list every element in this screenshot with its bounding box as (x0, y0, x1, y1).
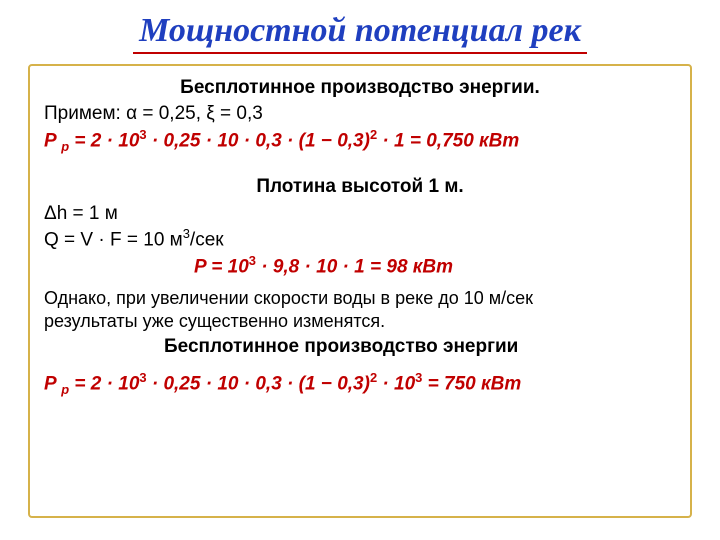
slide: Мощностной потенциал рек Бесплотинное пр… (0, 12, 720, 540)
f3-b3: · 10 (377, 373, 415, 394)
formula-2: P = 103 · 9,8 · 10 · 1 = 98 кВт (44, 253, 676, 280)
q-exp: 3 (183, 226, 190, 241)
title-wrap: Мощностной потенциал рек (40, 12, 680, 54)
note-l2: результаты уже существенно изменятся. (44, 310, 676, 333)
f1-e1: 3 (139, 127, 146, 142)
f3-b1: = 2 · 10 (69, 373, 139, 394)
f1-prefix: P (44, 130, 56, 151)
slide-title: Мощностной потенциал рек (133, 12, 587, 54)
formula-3: P р = 2 · 103 · 0,25 · 10 · 0,3 · (1 − 0… (44, 370, 676, 399)
section3-heading: Бесплотинное производство энергии (44, 335, 676, 359)
assumption-line: Примем: α = 0,25, ξ = 0,3 (44, 102, 676, 126)
gap (44, 155, 676, 173)
section1-heading: Бесплотинное производство энергии. (44, 76, 676, 100)
f2-post: · 9,8 · 10 · 1 = 98 кВт (256, 256, 453, 277)
q-pre: Q = V · F = 10 м (44, 229, 183, 250)
f1-sub: р (61, 139, 69, 154)
f2-exp: 3 (249, 253, 256, 268)
f1-b2: · 0,25 · 10 · 0,3 · (1 − 0,3) (147, 130, 370, 151)
q-line: Q = V · F = 10 м3/сек (44, 226, 676, 253)
note-l1: Однако, при увеличении скорости воды в р… (44, 287, 676, 310)
gap (44, 279, 676, 287)
f2-pre: P = 10 (194, 256, 249, 277)
q-post: /сек (190, 229, 224, 250)
f3-b2: · 0,25 · 10 · 0,3 · (1 − 0,3) (147, 373, 370, 394)
content-box: Бесплотинное производство энергии. Приме… (28, 64, 692, 518)
f3-e1: 3 (139, 370, 146, 385)
f1-b3: · 1 = 0,750 кВт (377, 130, 519, 151)
f3-b4: = 750 кВт (422, 373, 521, 394)
gap (44, 362, 676, 370)
dh-line: Δh = 1 м (44, 202, 676, 226)
f3-prefix: P (44, 373, 56, 394)
f3-sub: р (61, 382, 69, 397)
formula-1: P р = 2 · 103 · 0,25 · 10 · 0,3 · (1 − 0… (44, 127, 676, 156)
section2-heading: Плотина высотой 1 м. (44, 175, 676, 199)
f1-b1: = 2 · 10 (69, 130, 139, 151)
